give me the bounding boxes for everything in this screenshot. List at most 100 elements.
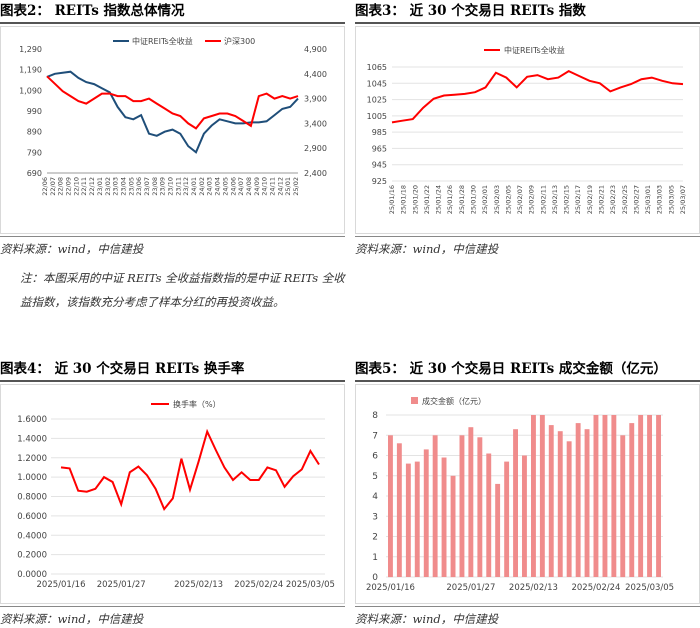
bar	[548, 425, 554, 577]
x-tick-label: 25/02/05	[504, 185, 512, 214]
bar	[423, 449, 429, 577]
bar	[602, 415, 608, 577]
y-right-tick-label: 3,400	[304, 119, 327, 128]
bar	[584, 429, 590, 577]
x-tick-label: 2025/02/24	[234, 580, 283, 590]
bar	[611, 415, 617, 577]
x-tick-label: 25/01/20	[411, 185, 419, 214]
bar	[477, 437, 483, 577]
y-tick-label: 8	[372, 411, 378, 421]
x-tick-label: 2025/02/13	[509, 583, 558, 593]
panel-reits-turnover: 图表4： 近 30 个交易日 REITs 换手率 0.0000 0.2000 0.4…	[0, 358, 345, 628]
x-tick-label: 2025/01/16	[37, 580, 86, 590]
x-tick-label: 24/04	[214, 177, 222, 196]
y-left-tick-label: 1,290	[19, 45, 42, 54]
panel-title: 图表5： 近 30 个交易日 REITs 成交金额（亿元）	[355, 358, 700, 382]
y-tick-label: 1.6000	[17, 415, 47, 425]
bar	[557, 431, 563, 577]
x-tick-label: 2025/02/13	[174, 580, 223, 590]
x-tick-label: 25/03/07	[679, 185, 687, 214]
x-tick-label: 23/02	[104, 177, 112, 196]
panel-title: 图表2： REITs 指数总体情况	[0, 0, 345, 24]
bar	[620, 435, 626, 578]
y-left-tick-label: 1,190	[19, 66, 42, 75]
x-tick-label: 22/06	[41, 177, 49, 196]
x-tick-label: 25/01/30	[469, 185, 477, 214]
series-line	[391, 69, 684, 124]
x-tick-label: 23/10	[167, 177, 175, 196]
y-tick-label: 1.2000	[17, 454, 47, 464]
y-tick-label: 985	[372, 128, 387, 137]
y-right-tick-label: 2,400	[304, 169, 327, 178]
bar	[504, 461, 510, 577]
series-line	[46, 70, 299, 154]
x-tick-label: 22/11	[80, 177, 88, 196]
x-tick-label: 24/12	[276, 177, 284, 196]
y-left-tick-label: 790	[27, 148, 42, 157]
y-tick-label: 1.4000	[17, 434, 47, 444]
y-tick-label: 1045	[367, 79, 387, 88]
panel-reits-30d-index: 图表3： 近 30 个交易日 REITs 指数 925 945 965 985 1005…	[355, 0, 700, 258]
x-tick-label: 24/03	[206, 177, 214, 196]
x-tick-label: 24/01	[190, 177, 198, 196]
x-tick-label: 25/02/01	[481, 185, 489, 214]
x-tick-label: 22/09	[65, 177, 73, 196]
y-tick-label: 1.0000	[17, 473, 47, 483]
bar	[495, 483, 501, 577]
chart-reits-turnover: 0.0000 0.2000 0.4000 0.6000 0.8000 1.0000 1.20…	[17, 399, 335, 590]
x-tick-label: 24/11	[268, 177, 276, 196]
x-tick-label: 25/02/27	[632, 185, 640, 214]
y-right-tick-label: 4,900	[304, 45, 327, 54]
series-line	[46, 75, 299, 130]
x-tick-label: 25/03/01	[644, 185, 652, 214]
y-tick-label: 1	[372, 553, 378, 563]
y-tick-label: 3	[372, 512, 378, 522]
chart-source: 资料来源：wind，中信建投	[0, 236, 345, 258]
bar	[486, 453, 492, 577]
bar	[432, 435, 438, 578]
bar	[593, 415, 599, 577]
x-tick-label: 22/07	[49, 177, 57, 196]
x-tick-label: 25/02/21	[598, 185, 606, 214]
chart-box: 925 945 965 985 1005 1025 1045 1065 25/01/16 25/0…	[355, 26, 700, 234]
x-tick-label: 24/09	[253, 177, 261, 196]
chart-box: 0 1 2 3 4 5 6 7 8 2025/01/16 2025/01/27 2025/02/13 2…	[355, 384, 700, 604]
y-right-tick-label: 2,900	[304, 144, 327, 153]
chart-reits-30d-index: 925 945 965 985 1005 1025 1045 1065 25/01/16 25/0…	[367, 45, 687, 214]
bar	[468, 427, 474, 577]
x-tick-label: 25/02	[292, 177, 300, 196]
x-tick-label: 25/02/11	[539, 185, 547, 214]
x-tick-label: 25/01/16	[388, 185, 396, 214]
chart-note: 注：本图采用的中证 REITs 全收益指数指的是中证 REITs 全收益指数，该…	[20, 271, 345, 309]
bar	[566, 441, 572, 577]
x-tick-label: 25/02/23	[609, 185, 617, 214]
x-tick-label: 25/02/19	[586, 185, 594, 214]
bar	[629, 423, 635, 577]
legend-label: 换手率（%）	[173, 399, 221, 409]
bar	[522, 455, 527, 577]
chart-reits-amount: 0 1 2 3 4 5 6 7 8 2025/01/16 2025/01/27 2025/02/13 2…	[366, 396, 674, 593]
bar	[575, 423, 581, 577]
x-tick-label: 22/08	[57, 177, 65, 196]
x-tick-label: 23/09	[159, 177, 167, 196]
y-tick-label: 1065	[367, 63, 387, 72]
bar	[513, 429, 518, 577]
y-tick-label: 925	[372, 177, 387, 186]
chart-source: 资料来源：wind，中信建投	[355, 606, 700, 628]
bar	[414, 461, 420, 577]
chart-reits-overview: 690 790 890 990 1,090 1,190 1,290 2,400 2,900 3,4…	[19, 36, 327, 196]
panel-reits-overview: 图表2： REITs 指数总体情况 690 790 890 990 1,090 1,190…	[0, 0, 345, 258]
bar	[405, 463, 411, 577]
y-tick-label: 0.8000	[17, 493, 47, 503]
legend-label: 中证REITs全收益	[504, 45, 565, 55]
y-tick-label: 0	[372, 573, 378, 583]
x-tick-label: 25/03/03	[656, 185, 664, 214]
y-tick-label: 0.0000	[17, 570, 47, 580]
x-tick-label: 23/01	[96, 177, 104, 196]
x-tick-label: 25/01	[284, 177, 292, 196]
x-tick-label: 2025/03/05	[286, 580, 335, 590]
x-tick-label: 22/10	[72, 177, 80, 196]
x-tick-label: 25/02/03	[493, 185, 501, 214]
chart-box: 0.0000 0.2000 0.4000 0.6000 0.8000 1.0000 1.20…	[0, 384, 345, 604]
y-left-tick-label: 990	[27, 107, 42, 116]
